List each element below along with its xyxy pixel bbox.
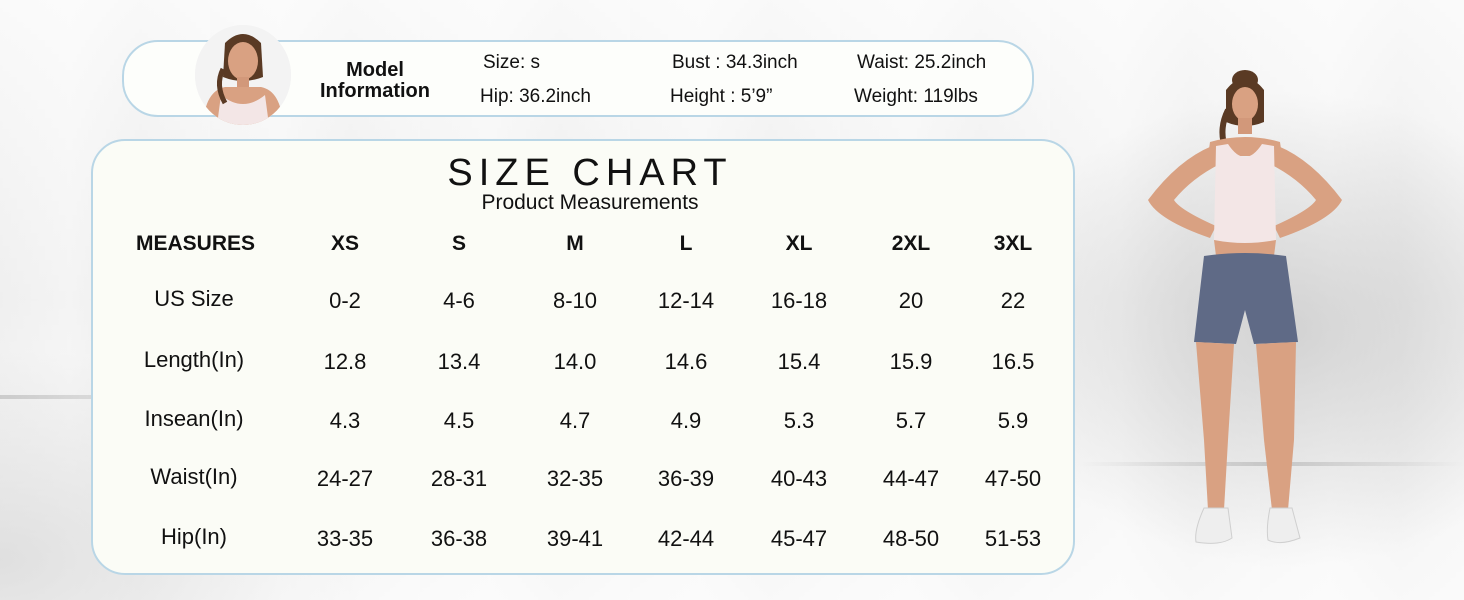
model-info-title: Model Information [305, 60, 445, 102]
size-chart-title: SIZE CHART [447, 152, 733, 194]
table-cell: 22 [1000, 288, 1026, 313]
table-cell: 0-2 [329, 288, 361, 313]
row-label-us-size: US Size [154, 286, 234, 311]
table-cell: 36-38 [430, 526, 488, 551]
model-weight: Weight: 119lbs [854, 86, 978, 107]
row-label-length: Length(In) [143, 347, 245, 372]
table-cell: 48-50 [882, 526, 940, 551]
size-header-3xl: 3XL [993, 232, 1033, 255]
model-info-title-line1: Model [346, 59, 404, 81]
size-header-s: S [451, 232, 466, 255]
table-cell: 5.3 [783, 408, 815, 433]
model-full-body-image [1148, 70, 1342, 544]
table-cell: 40-43 [770, 466, 828, 491]
model-avatar-image [195, 25, 291, 125]
table-cell: 8-10 [552, 288, 598, 313]
table-cell: 51-53 [984, 526, 1042, 551]
table-cell: 4-6 [443, 288, 475, 313]
measures-header: MEASURES [135, 232, 256, 255]
table-cell: 33-35 [316, 526, 374, 551]
table-cell: 39-41 [546, 526, 604, 551]
size-header-m: M [566, 232, 584, 255]
table-cell: 4.7 [559, 408, 591, 433]
model-waist: Waist: 25.2inch [857, 52, 987, 73]
table-cell: 15.9 [889, 349, 933, 374]
row-label-hip: Hip(In) [160, 524, 227, 549]
table-cell: 14.0 [553, 349, 597, 374]
table-cell: 14.6 [664, 349, 708, 374]
row-label-insean: Insean(In) [144, 406, 244, 431]
size-chart-subtitle: Product Measurements [481, 191, 699, 214]
table-cell: 42-44 [657, 526, 715, 551]
table-cell: 20 [898, 288, 924, 313]
table-cell: 13.4 [437, 349, 481, 374]
table-cell: 12.8 [323, 349, 367, 374]
model-info-title-line2: Information [320, 80, 430, 102]
table-cell: 5.9 [997, 408, 1029, 433]
table-cell: 24-27 [316, 466, 374, 491]
table-cell: 16.5 [991, 349, 1035, 374]
size-header-xl: XL [785, 232, 813, 255]
model-size: Size: s [483, 52, 541, 73]
table-cell: 15.4 [777, 349, 821, 374]
size-header-l: L [679, 232, 693, 255]
table-cell: 4.5 [443, 408, 475, 433]
table-cell: 28-31 [430, 466, 488, 491]
table-cell: 32-35 [546, 466, 604, 491]
table-cell: 45-47 [770, 526, 828, 551]
size-header-xs: XS [330, 232, 359, 255]
size-chart-panel [91, 139, 1075, 575]
model-hip: Hip: 36.2inch [480, 86, 591, 107]
table-cell: 47-50 [984, 466, 1042, 491]
size-header-2xl: 2XL [891, 232, 931, 255]
model-bust: Bust : 34.3inch [672, 52, 798, 73]
model-height: Height : 5’9” [670, 86, 773, 107]
row-label-waist: Waist(In) [150, 464, 238, 489]
model-avatar [195, 25, 291, 125]
table-cell: 12-14 [657, 288, 715, 313]
table-cell: 5.7 [895, 408, 927, 433]
table-cell: 36-39 [657, 466, 715, 491]
table-cell: 4.3 [329, 408, 361, 433]
table-cell: 4.9 [670, 408, 702, 433]
table-cell: 16-18 [770, 288, 828, 313]
table-cell: 44-47 [882, 466, 940, 491]
